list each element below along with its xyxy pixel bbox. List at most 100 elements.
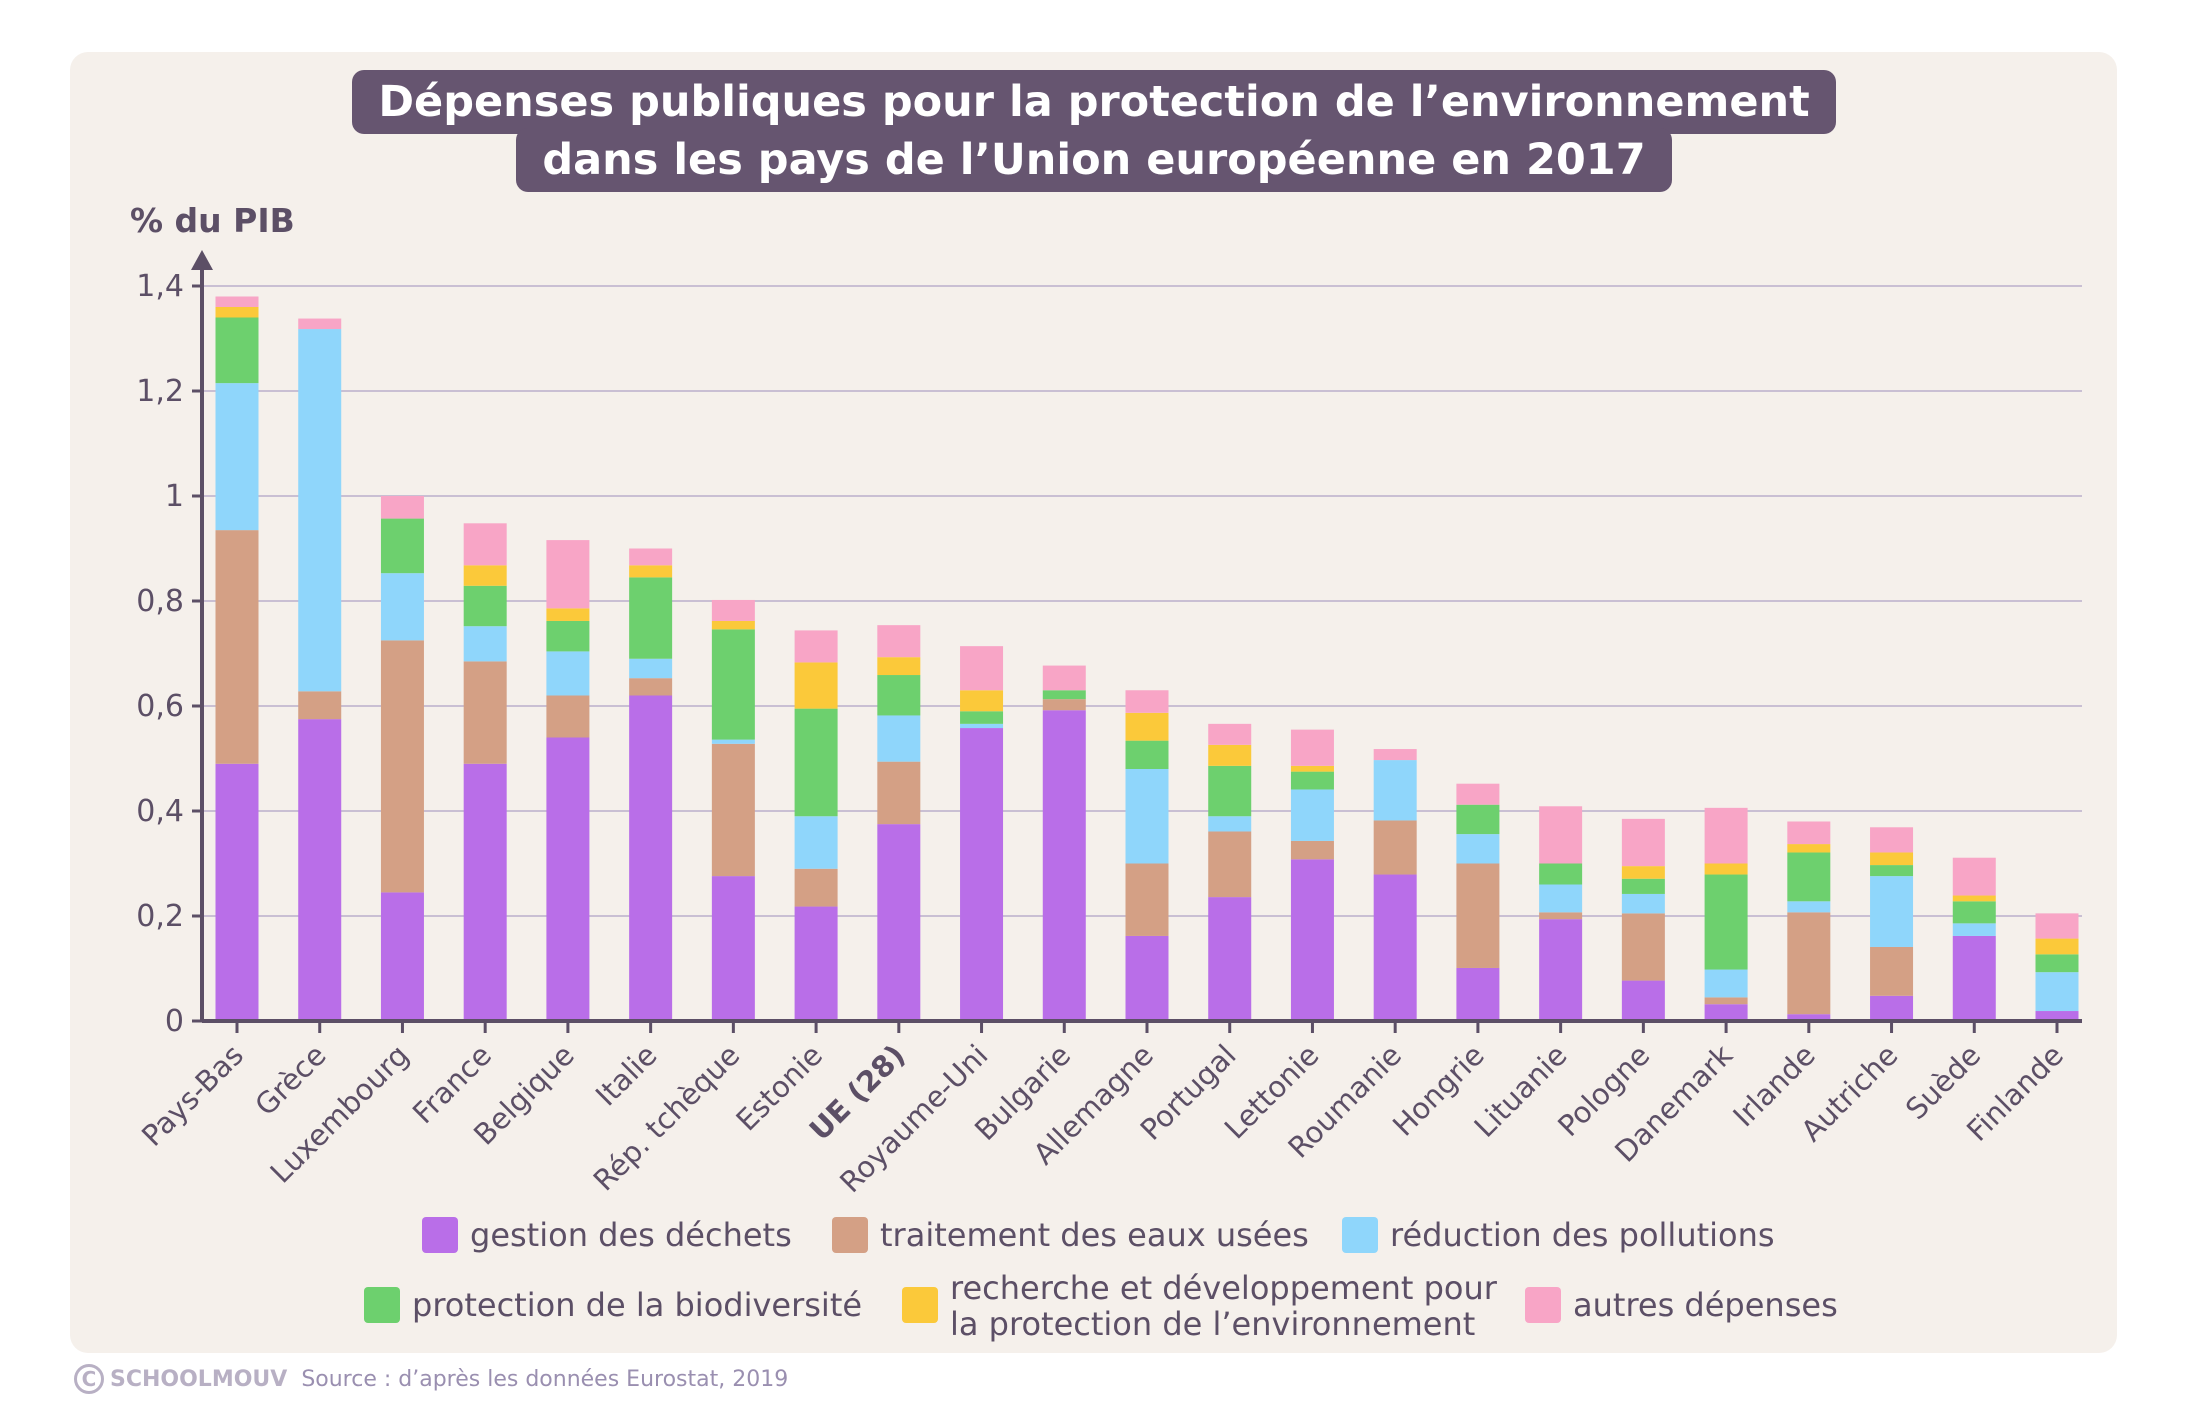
bar-segment <box>1787 852 1831 902</box>
chart-title-line-2: dans les pays de l’Union européenne en 2… <box>516 128 1672 192</box>
bar-segment <box>794 906 838 1021</box>
bar-segment <box>546 540 590 609</box>
bar-segment <box>1539 806 1583 864</box>
bar-segment <box>546 608 590 621</box>
chart-title-line-1: Dépenses publiques pour la protection de… <box>352 70 1836 134</box>
bar-segment <box>1290 729 1334 766</box>
legend-label: gestion des déchets <box>470 1216 792 1254</box>
y-tick-label: 0,6 <box>136 689 184 724</box>
bar-segment <box>463 626 507 662</box>
bar-segment <box>629 658 673 679</box>
bar-segment <box>1125 863 1169 936</box>
x-tick-label: Rép. tchèque <box>587 1038 747 1198</box>
bar-segment <box>463 585 507 627</box>
legend-swatch <box>1342 1217 1378 1253</box>
bar-segment <box>546 695 590 738</box>
bar-segment <box>298 318 342 330</box>
bar-segment <box>1042 690 1086 700</box>
bar-segment <box>1621 980 1665 1021</box>
bar-segment <box>1621 913 1665 981</box>
bar-segment <box>794 662 838 709</box>
bar-segment <box>1704 807 1748 864</box>
legend-swatch <box>832 1217 868 1253</box>
footer: C SCHOOLMOUV Source : d’après les données… <box>74 1364 788 1394</box>
bar-segment <box>877 675 921 716</box>
bar-segment <box>1125 769 1169 864</box>
y-tick-label: 0 <box>165 1004 184 1039</box>
bar-segment <box>1208 816 1252 832</box>
bar-segment <box>1952 901 1996 924</box>
bar-segment <box>1042 665 1086 691</box>
bar-segment <box>1787 844 1831 853</box>
y-tick-label: 1 <box>165 479 184 514</box>
bar-segment <box>1870 827 1914 853</box>
bar-segment <box>960 690 1004 712</box>
bar-segment <box>1208 765 1252 817</box>
bar-segment <box>629 695 673 1021</box>
bar-segment <box>380 496 424 519</box>
brand-name: SCHOOLMOUV <box>110 1366 288 1392</box>
bar-segment <box>1704 874 1748 970</box>
bar-segment <box>1704 969 1748 998</box>
bar-segment <box>1456 967 1500 1021</box>
legend-label: recherche et développement pour <box>950 1269 1498 1307</box>
schoolmouv-logo: C SCHOOLMOUV <box>74 1364 287 1394</box>
bar-segment <box>1539 919 1583 1021</box>
bar-segment <box>1125 690 1169 713</box>
bar-segment <box>1952 895 1996 902</box>
legend-label: réduction des pollutions <box>1390 1216 1775 1254</box>
bar-segment <box>960 728 1004 1021</box>
bar-segment <box>215 383 259 531</box>
bar-segment <box>546 620 590 652</box>
y-tick-label: 0,2 <box>136 899 184 934</box>
bar-segment <box>877 625 921 658</box>
y-tick-label: 0,8 <box>136 584 184 619</box>
y-axis-arrow-icon <box>191 250 213 270</box>
bar-segment <box>1621 893 1665 914</box>
bar-segment <box>1870 995 1914 1021</box>
legend-label: protection de la biodiversité <box>412 1286 862 1324</box>
bar-segment <box>1290 789 1334 841</box>
bar-segment <box>1125 740 1169 769</box>
y-tick-label: 1,2 <box>136 374 184 409</box>
bar-segment <box>960 646 1004 691</box>
bar-segment <box>1290 771 1334 790</box>
bar-segment <box>1373 760 1417 821</box>
bar-segment <box>463 661 507 764</box>
bar-segment <box>1456 863 1500 968</box>
legend-label: autres dépenses <box>1573 1286 1838 1324</box>
bar-segment <box>298 329 342 692</box>
bar-segment <box>877 715 921 762</box>
y-axis-label: % du PIB <box>130 201 295 240</box>
x-tick-label: Italie <box>589 1038 664 1113</box>
bar-segment <box>1539 912 1583 920</box>
bar-segment <box>546 651 590 696</box>
legend-swatch <box>364 1287 400 1323</box>
bar-segment <box>1704 997 1748 1005</box>
bar-segment <box>1125 712 1169 741</box>
bar-segment <box>629 678 673 696</box>
bar-segment <box>711 620 755 630</box>
legend-swatch <box>902 1287 938 1323</box>
bar-segment <box>1787 1014 1831 1021</box>
bar-segment <box>1787 912 1831 1015</box>
y-tick-label: 0,4 <box>136 794 184 829</box>
x-tick-label: Lituanie <box>1468 1038 1574 1144</box>
bar-segment <box>1373 749 1417 761</box>
bar-segment <box>1042 699 1086 711</box>
bar-segment <box>1456 804 1500 835</box>
bar-segment <box>1042 710 1086 1021</box>
bar-segment <box>1373 820 1417 875</box>
bar-segment <box>1373 874 1417 1021</box>
bar-segment <box>960 711 1004 724</box>
chart-title: Dépenses publiques pour la protection de… <box>0 70 2188 192</box>
bar-segment <box>1952 935 1996 1021</box>
bar-segment <box>2035 938 2079 955</box>
bar-segment <box>463 763 507 1021</box>
bar-segment <box>711 743 755 877</box>
bar-segment <box>1952 923 1996 936</box>
bar-segment <box>380 640 424 893</box>
bar-segment <box>1290 859 1334 1021</box>
bar-segment <box>794 868 838 907</box>
